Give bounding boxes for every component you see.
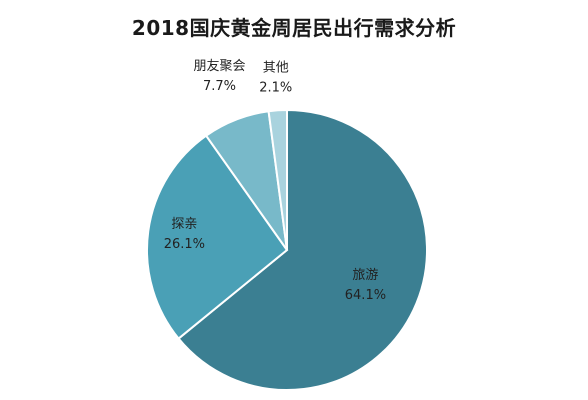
slice-label-value-4: 2.1% <box>259 81 292 96</box>
pie-slices <box>146 108 428 391</box>
slice-label-value-3: 7.7% <box>203 79 236 94</box>
pie-slice-4 <box>267 108 288 251</box>
slice-label-name-3: 朋友聚会 <box>194 58 246 74</box>
slice-label-name-4: 其他 <box>263 61 289 76</box>
pie-slice-2 <box>146 134 289 340</box>
slice-label-name-2: 探亲 <box>171 217 197 232</box>
pie-labels: 旅游 64.1% 探亲 26.1% 朋友聚会 7.7% 其他 2.1% <box>164 58 386 303</box>
pie-slice-1 <box>177 108 428 391</box>
slice-label-name-1: 旅游 <box>352 268 378 283</box>
slice-label-value-1: 64.1% <box>345 288 386 303</box>
chart-title: 2018国庆黄金周居民出行需求分析 <box>131 16 457 40</box>
slice-label-value-2: 26.1% <box>164 237 205 252</box>
